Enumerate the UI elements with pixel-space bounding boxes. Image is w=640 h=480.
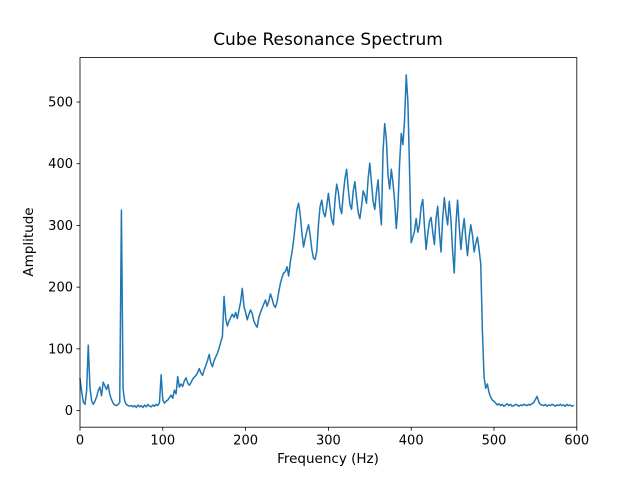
- x-tick-label: 400: [399, 434, 424, 449]
- y-tick-label: 0: [65, 404, 73, 419]
- x-axis-label: Frequency (Hz): [277, 451, 379, 467]
- y-tick-label: 100: [48, 342, 73, 357]
- y-tick-label: 200: [48, 281, 73, 296]
- x-tick-label: 100: [150, 434, 175, 449]
- y-axis-label: Amplitude: [21, 207, 37, 277]
- x-tick-label: 0: [76, 434, 84, 449]
- chart-title: Cube Resonance Spectrum: [213, 30, 443, 50]
- x-tick-label: 300: [316, 434, 341, 449]
- y-tick-label: 500: [48, 96, 73, 111]
- y-tick-label: 300: [48, 219, 73, 234]
- x-tick-label: 500: [482, 434, 507, 449]
- y-tick-label: 400: [48, 157, 73, 172]
- x-tick-label: 200: [233, 434, 258, 449]
- spectrum-line: [79, 74, 575, 409]
- x-tick-label: 600: [564, 434, 589, 449]
- plot-border: [79, 57, 578, 428]
